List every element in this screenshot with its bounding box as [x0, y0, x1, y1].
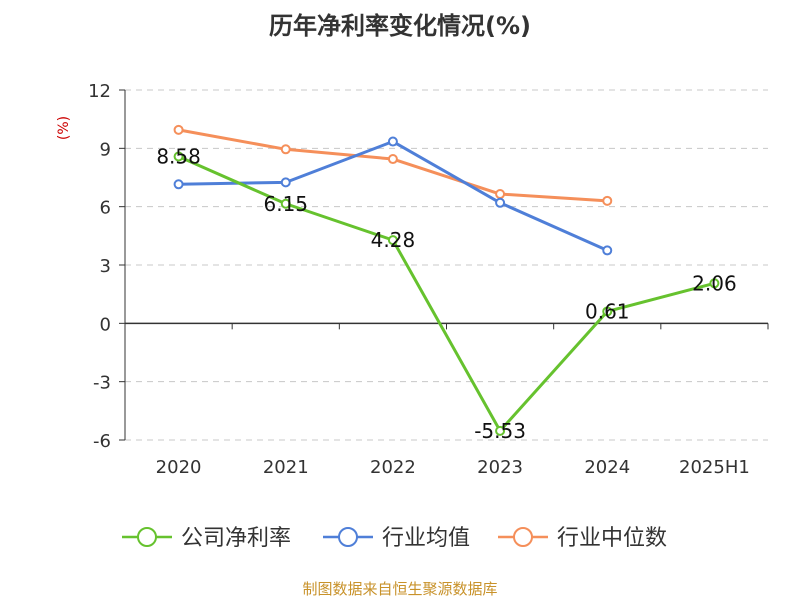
data-point: [280, 177, 291, 188]
x-tick-label: 2024: [584, 457, 630, 478]
data-point: [495, 197, 506, 208]
x-tick-label: 2022: [370, 457, 416, 478]
data-point: [495, 189, 506, 200]
legend[interactable]: 公司净利率 行业均值 行业中位数: [122, 526, 667, 551]
data-point: [173, 179, 184, 190]
axes: 12 9 6 3 0 -3 -6 2020 2021 2022 2023 2024 2025H1: [88, 81, 769, 478]
data-label: 8.58: [156, 145, 201, 169]
data-labels: 8.58 6.15 4.28 -5.53 0.61 2.06: [156, 145, 736, 443]
legend-label: 行业中位数: [557, 526, 667, 551]
data-label: 6.15: [263, 192, 308, 216]
data-point: [387, 136, 398, 147]
y-tick-label: 6: [100, 198, 111, 219]
data-point: [602, 306, 613, 317]
chart-title: 历年净利率变化情况(%): [269, 12, 531, 40]
data-label: -5.53: [474, 419, 526, 443]
y-tick-label: 9: [100, 139, 111, 160]
y-tick-label: 12: [88, 81, 111, 102]
data-point: [602, 195, 613, 206]
y-tick-label: 0: [100, 314, 111, 335]
legend-marker: [338, 527, 358, 547]
series-line: [177, 155, 715, 433]
gridlines: [125, 89, 768, 441]
legend-item[interactable]: 行业均值: [323, 526, 470, 551]
series-layer: [173, 124, 720, 436]
legend-item[interactable]: 行业中位数: [498, 526, 667, 551]
data-point: [280, 198, 291, 209]
legend-item[interactable]: 公司净利率: [122, 526, 291, 551]
legend-marker: [513, 527, 533, 547]
data-label: 2.06: [692, 271, 737, 295]
y-tick-label: -6: [93, 431, 111, 452]
data-point: [709, 278, 720, 289]
data-point: [602, 245, 613, 256]
data-point: [173, 151, 184, 162]
legend-label: 行业均值: [382, 526, 470, 551]
data-point: [387, 154, 398, 165]
y-tick-label: 3: [100, 256, 111, 277]
y-tick-label: -3: [93, 373, 111, 394]
x-tick-label: 2020: [156, 457, 202, 478]
data-point: [280, 144, 291, 155]
data-point: [173, 124, 184, 135]
data-point: [387, 235, 398, 246]
x-tick-label: 2021: [263, 457, 309, 478]
x-tick-label: 2023: [477, 457, 523, 478]
data-label: 4.28: [371, 228, 416, 252]
y-axis-label: (%): [56, 116, 72, 140]
source-note: 制图数据来自恒生聚源数据库: [302, 580, 498, 598]
data-label: 0.61: [585, 299, 630, 323]
x-tick-label: 2025H1: [679, 457, 750, 478]
legend-marker: [137, 527, 157, 547]
legend-label: 公司净利率: [181, 526, 291, 551]
data-point: [495, 425, 506, 436]
